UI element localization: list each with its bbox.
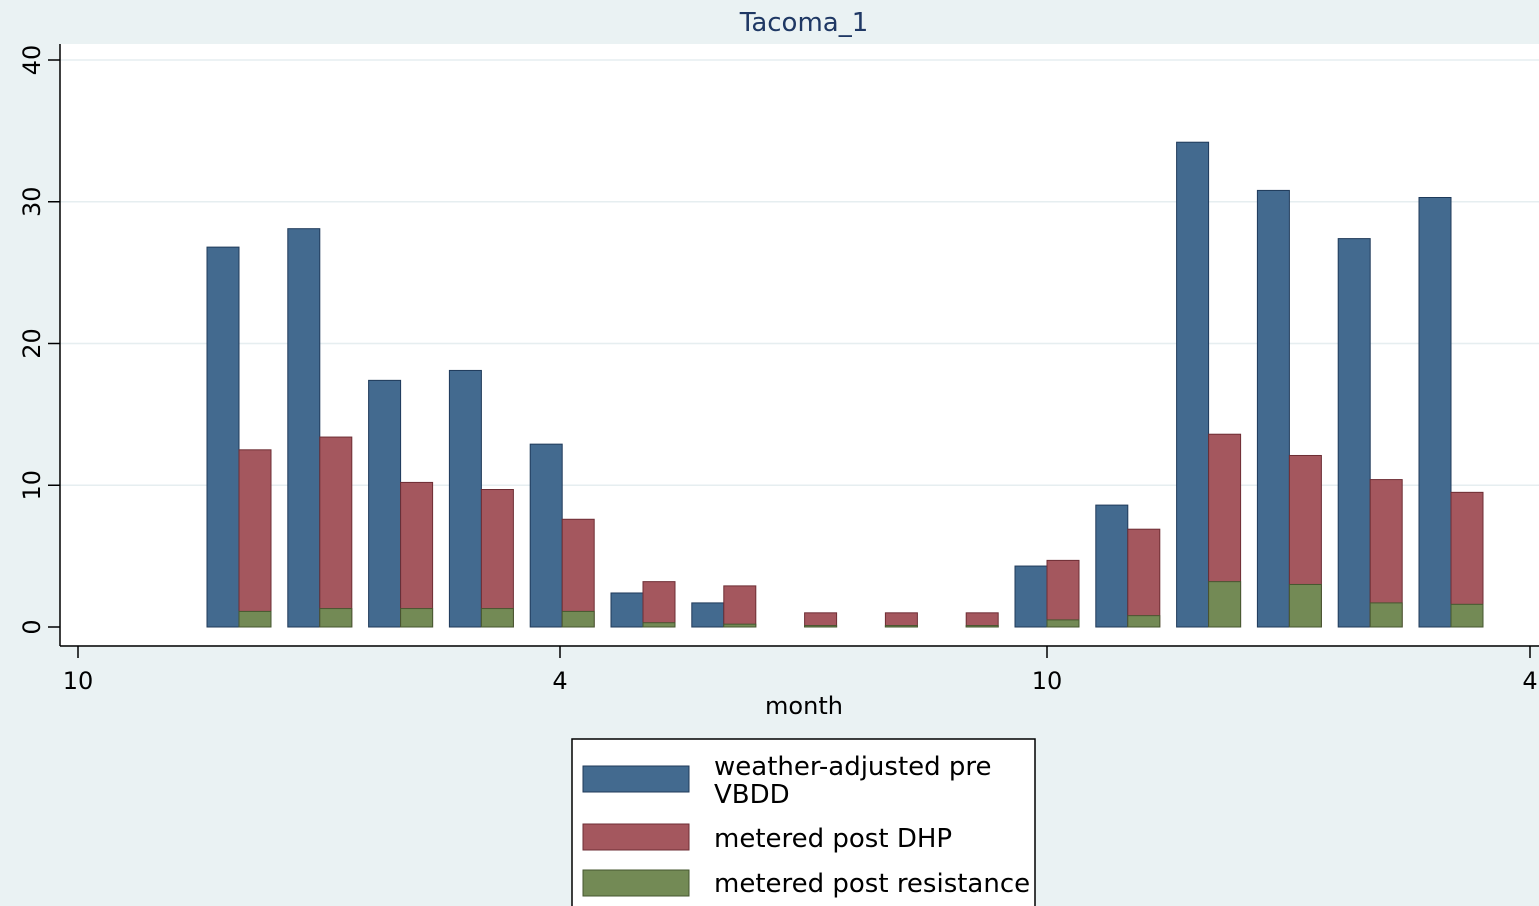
bar-post-resistance-8 <box>884 625 918 628</box>
legend-label-pre-vbdd: weather-adjusted pre VBDD <box>714 752 1000 810</box>
bar-pre-vbdd-6 <box>691 602 725 628</box>
bar-post-resistance-6 <box>723 623 757 628</box>
bar-pre-vbdd-1 <box>287 228 321 628</box>
y-tick-label: 30 <box>18 186 46 217</box>
y-tick-label: 10 <box>18 470 46 501</box>
legend-swatch-post-dhp <box>582 823 690 851</box>
bar-post-dhp-1 <box>319 436 353 628</box>
bar-post-dhp-8 <box>884 612 918 628</box>
bar-post-resistance-13 <box>1288 583 1322 628</box>
x-axis-ticks: 10 4 10 4 <box>63 646 1538 695</box>
y-tick-label: 20 <box>18 328 46 359</box>
bar-post-resistance-14 <box>1369 602 1403 628</box>
y-tick-label: 40 <box>18 45 46 76</box>
legend-swatch-post-resistance <box>582 869 690 897</box>
bar-pre-vbdd-3 <box>448 369 482 628</box>
bar-pre-vbdd-14 <box>1337 238 1371 628</box>
bar-post-resistance-10 <box>1046 619 1080 628</box>
bar-post-dhp-4 <box>561 518 595 628</box>
bar-post-resistance-7 <box>804 625 838 628</box>
bar-post-resistance-2 <box>400 608 434 628</box>
legend-label-post-dhp: metered post DHP <box>714 824 952 854</box>
bar-pre-vbdd-4 <box>529 443 563 628</box>
legend-label-post-resistance: metered post resistance <box>714 869 1030 899</box>
bar-post-dhp-11 <box>1127 528 1161 628</box>
bar-post-dhp-5 <box>642 581 676 628</box>
x-tick-label: 4 <box>1522 667 1537 695</box>
bar-pre-vbdd-10 <box>1014 565 1048 628</box>
legend-label-pre-vbdd-line2: VBDD <box>714 780 790 810</box>
bar-post-resistance-9 <box>965 625 999 628</box>
chart-title: Tacoma_1 <box>739 8 869 38</box>
bar-post-resistance-1 <box>319 608 353 628</box>
bar-pre-vbdd-2 <box>368 379 402 628</box>
bar-post-dhp-0 <box>238 449 272 628</box>
y-axis-ticks: 0 10 20 30 40 <box>18 45 60 635</box>
bar-post-resistance-5 <box>642 622 676 628</box>
bar-pre-vbdd-5 <box>610 592 644 628</box>
bar-post-resistance-3 <box>480 608 514 628</box>
bar-post-resistance-12 <box>1208 581 1242 628</box>
bar-post-dhp-7 <box>804 612 838 628</box>
bar-post-dhp-3 <box>480 489 514 628</box>
bar-pre-vbdd-12 <box>1176 141 1210 628</box>
bars <box>206 141 1484 628</box>
bar-post-resistance-0 <box>238 610 272 628</box>
x-tick-label: 10 <box>63 667 94 695</box>
bar-pre-vbdd-13 <box>1256 189 1290 628</box>
bar-post-dhp-6 <box>723 585 757 628</box>
x-tick-label: 10 <box>1032 667 1063 695</box>
x-tick-label: 4 <box>552 667 567 695</box>
bar-post-dhp-9 <box>965 612 999 628</box>
bar-pre-vbdd-0 <box>206 246 240 628</box>
bar-post-resistance-15 <box>1450 603 1484 628</box>
y-tick-label: 0 <box>18 619 46 634</box>
x-axis-label: month <box>765 692 843 720</box>
bar-post-resistance-4 <box>561 610 595 628</box>
legend-label-pre-vbdd-line1: weather-adjusted pre <box>714 752 992 782</box>
legend-swatch-pre-vbdd <box>582 765 690 793</box>
bar-pre-vbdd-11 <box>1095 504 1129 628</box>
bar-post-dhp-2 <box>400 481 434 628</box>
bar-post-resistance-11 <box>1127 615 1161 628</box>
legend: weather-adjusted pre VBDD metered post D… <box>571 738 1036 906</box>
bar-pre-vbdd-15 <box>1418 196 1452 628</box>
bar-post-dhp-10 <box>1046 559 1080 628</box>
